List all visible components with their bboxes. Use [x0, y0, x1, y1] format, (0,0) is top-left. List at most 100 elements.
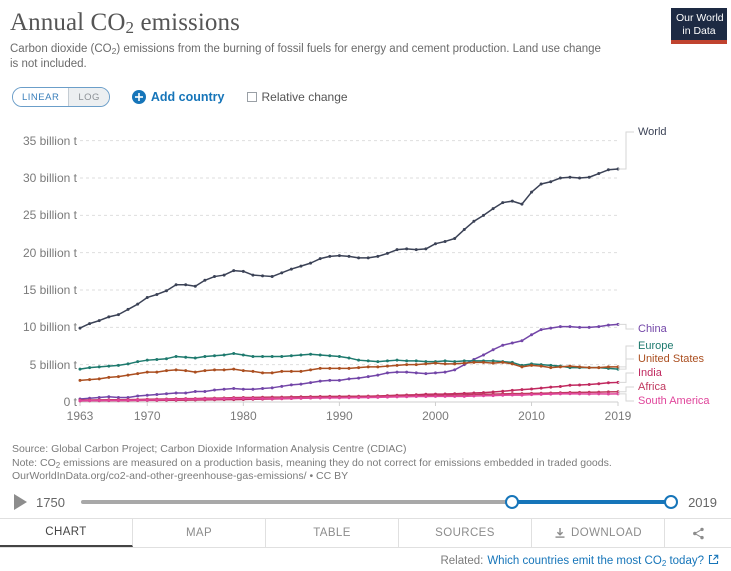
- series-point: [395, 395, 399, 399]
- series-point: [558, 176, 562, 180]
- series-point: [539, 386, 543, 390]
- slider-handle-start[interactable]: [504, 495, 519, 509]
- series-point: [309, 368, 313, 372]
- series-point: [491, 359, 495, 363]
- related-links-bar: Related: Which countries emit the most C…: [0, 550, 731, 571]
- series-point: [376, 254, 380, 258]
- page-title-prefix: Annual CO: [10, 9, 126, 36]
- series-point: [578, 176, 582, 180]
- series-point: [530, 387, 534, 391]
- series-point: [501, 360, 505, 364]
- series-point: [501, 393, 505, 397]
- tab-label: CHART: [45, 526, 87, 538]
- series-point: [405, 363, 409, 367]
- legend-connector: [618, 358, 634, 368]
- series-point: [597, 382, 601, 386]
- slider-track[interactable]: [80, 495, 679, 509]
- series-point: [164, 392, 168, 396]
- series-point: [116, 313, 120, 317]
- series-point: [97, 319, 101, 323]
- series-point: [289, 383, 293, 387]
- series-point: [116, 375, 120, 379]
- series-point: [385, 364, 389, 368]
- legend-label-united-states[interactable]: United States: [638, 353, 705, 365]
- series-point: [145, 393, 149, 397]
- series-point: [261, 354, 265, 358]
- legend-label-china[interactable]: China: [638, 323, 667, 335]
- chart-plot-area[interactable]: 0 t 5 billion t 10 billion t 15 billion t 20…: [0, 112, 731, 437]
- source-note: Source: Global Carbon Project; Carbon Di…: [12, 443, 407, 455]
- series-point: [472, 394, 476, 398]
- chart-tabs: CHART MAP TABLE SOURCES DOWNLOAD: [0, 518, 731, 548]
- series-point: [261, 396, 265, 400]
- series-point: [558, 365, 562, 369]
- methodology-note-suffix: emissions are measured on a production b…: [60, 456, 612, 469]
- tab-table[interactable]: TABLE: [266, 519, 399, 547]
- tab-sources[interactable]: SOURCES: [399, 519, 532, 547]
- y-axis-tick-label: 15 billion t: [22, 283, 77, 297]
- play-icon[interactable]: [14, 494, 27, 510]
- legend-connector: [618, 393, 634, 402]
- license-note[interactable]: OurWorldInData.org/co2-and-other-greenho…: [12, 470, 349, 482]
- external-link-icon: [708, 554, 719, 568]
- legend-label-world[interactable]: World: [638, 126, 667, 138]
- share-button[interactable]: [665, 519, 731, 547]
- series-point: [328, 254, 332, 258]
- legend-label-europe[interactable]: Europe: [638, 340, 674, 352]
- tab-download[interactable]: DOWNLOAD: [532, 519, 665, 547]
- relative-change-toggle[interactable]: Relative change: [246, 90, 348, 104]
- series-point: [337, 378, 341, 382]
- related-link[interactable]: Which countries emit the most CO2 today?: [487, 554, 704, 568]
- page-title-subscript: 2: [125, 18, 135, 37]
- scale-linear-button[interactable]: LINEAR: [13, 88, 70, 106]
- timeline-end-label: 2019: [688, 494, 717, 510]
- series-point: [587, 366, 591, 370]
- y-axis-tick-label: 30 billion t: [22, 171, 77, 185]
- series-point: [366, 256, 370, 260]
- related-link-subscript: 2: [661, 558, 667, 568]
- series-point: [568, 392, 572, 396]
- time-slider[interactable]: 1750 2019: [0, 488, 731, 516]
- legend-label-south-america[interactable]: South America: [638, 395, 710, 407]
- series-point: [232, 269, 236, 273]
- series-point: [414, 395, 418, 399]
- series-point: [433, 371, 437, 375]
- series-point: [232, 387, 236, 391]
- series-point: [549, 385, 553, 389]
- series-point: [222, 273, 226, 277]
- page-title-suffix: emissions: [134, 9, 240, 36]
- series-point: [385, 359, 389, 363]
- series-point: [97, 399, 101, 403]
- relative-change-checkbox[interactable]: [246, 92, 257, 102]
- series-point: [78, 378, 82, 382]
- series-point: [433, 242, 437, 246]
- series-point: [443, 362, 447, 366]
- tab-chart[interactable]: CHART: [0, 519, 133, 547]
- series-point: [126, 362, 130, 366]
- series-point: [328, 366, 332, 370]
- series-point: [347, 377, 351, 381]
- scale-log-button[interactable]: LOG: [69, 88, 109, 106]
- series-point: [222, 368, 226, 372]
- legend-label-india[interactable]: India: [638, 367, 662, 379]
- owid-logo-line2: in Data: [682, 24, 716, 37]
- series-point: [405, 247, 409, 251]
- slider-handle-end[interactable]: [664, 495, 679, 509]
- series-point: [453, 236, 457, 240]
- add-country-button[interactable]: Add country: [131, 90, 225, 104]
- series-point: [97, 377, 101, 381]
- tab-map[interactable]: MAP: [133, 519, 266, 547]
- series-point: [241, 396, 245, 400]
- series-point: [510, 362, 514, 366]
- series-point: [136, 360, 140, 364]
- series-point: [606, 365, 610, 369]
- related-link-prefix: Which countries emit the most CO: [487, 554, 662, 567]
- series-point: [193, 356, 197, 360]
- series-point: [184, 391, 188, 395]
- chart-header: Annual CO2 emissions Carbon dioxide (CO2…: [10, 8, 640, 72]
- series-point: [184, 397, 188, 401]
- series-point: [136, 372, 140, 376]
- legend-label-africa[interactable]: Africa: [638, 381, 667, 393]
- owid-logo[interactable]: Our World in Data: [671, 8, 727, 44]
